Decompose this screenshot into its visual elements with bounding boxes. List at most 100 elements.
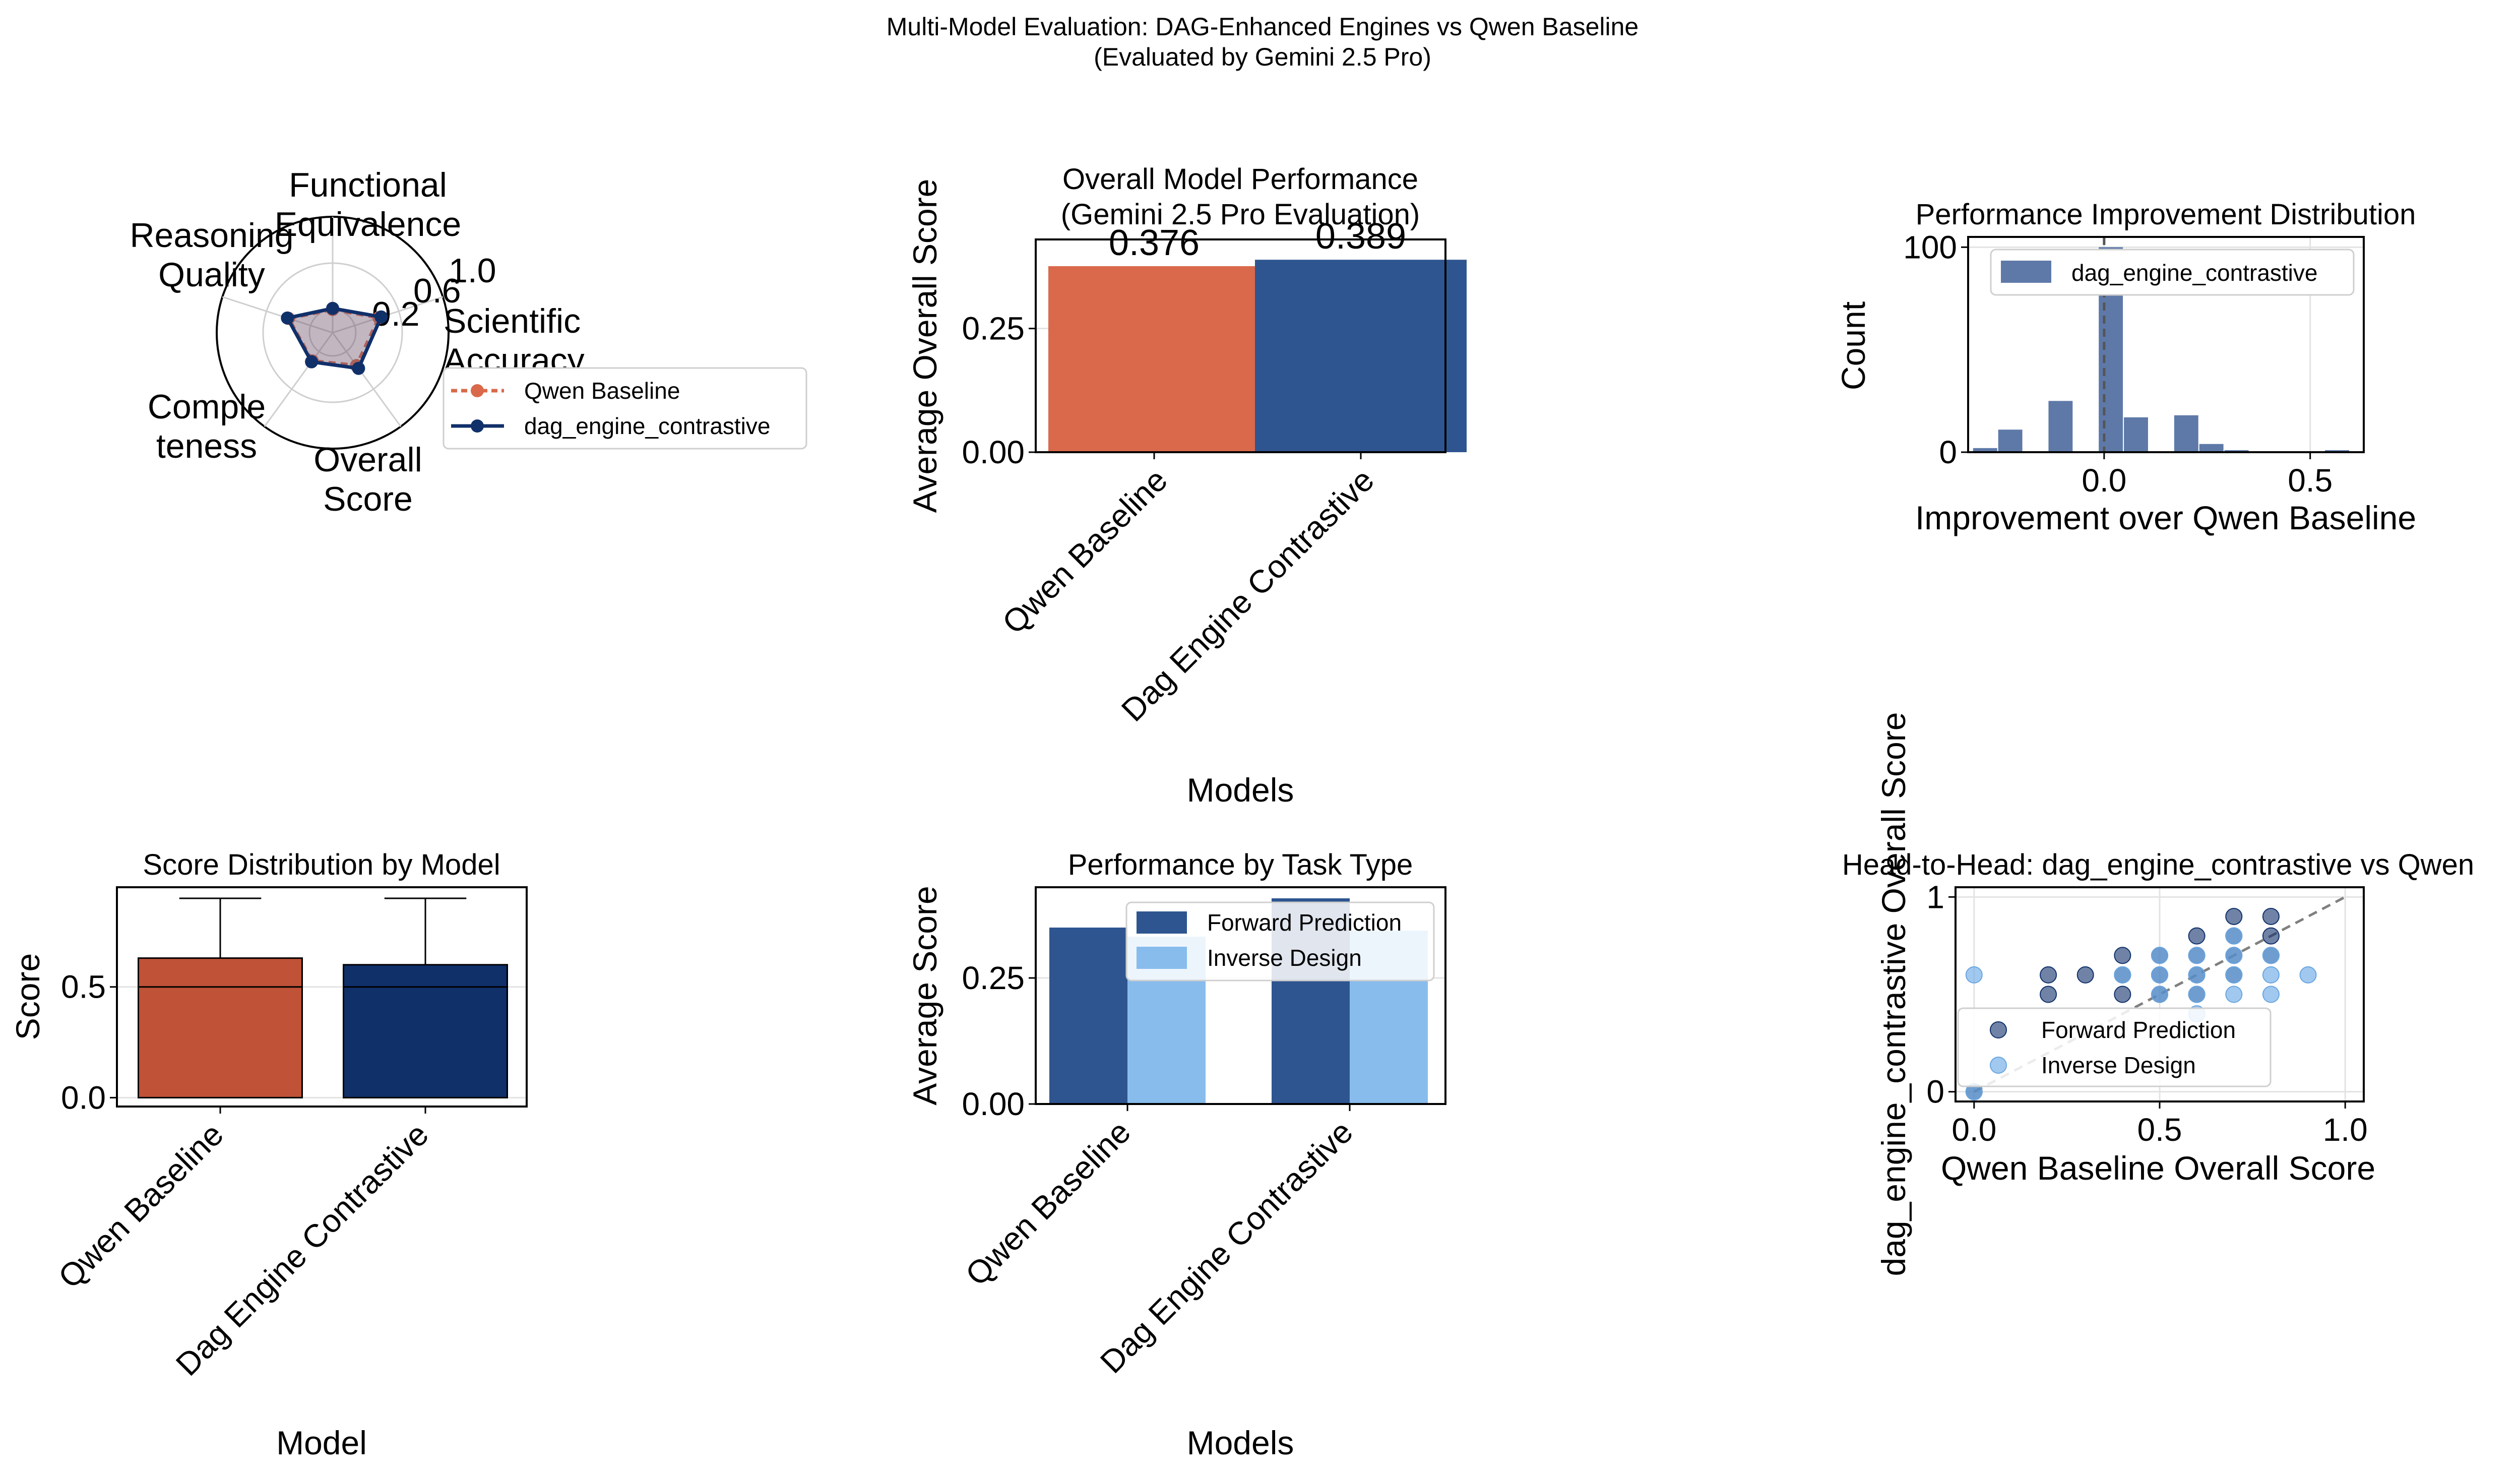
radar-series-point: [281, 311, 294, 325]
bar-value-label: 0.376: [1109, 223, 1200, 263]
x-category-label: Qwen Baseline: [995, 462, 1174, 641]
x-tick-label: 0.5: [2288, 462, 2333, 499]
y-tick-label: 0.5: [61, 969, 106, 1005]
plot-frame: [1035, 886, 1446, 1105]
radar-axis-label: Reasoning: [130, 216, 293, 255]
legend-box: [1957, 1007, 2272, 1087]
radar-axis-label: Score: [323, 480, 413, 518]
x-tick-label: 0.0: [2082, 462, 2126, 499]
radar-spoke: [264, 332, 334, 427]
scatter-point: [2225, 927, 2243, 945]
legend-label: dag_engine_contrastive: [2071, 260, 2317, 286]
y-tick-label: 0.00: [962, 1086, 1025, 1122]
scatter-point: [2151, 966, 2168, 984]
histogram-bar: [2048, 401, 2073, 452]
diagonal-reference-line: [1973, 896, 2346, 1093]
y-tick-label: 0: [1926, 1074, 1944, 1110]
x-category-label: Dag Engine Contrastive: [1093, 1114, 1360, 1380]
scatter-point: [2225, 907, 2243, 925]
radar-series-point: [374, 310, 388, 324]
radar-axis-label: Comple: [148, 388, 266, 426]
head-to-head-panel: 0.0 0.5 1.0 0 1 Forward Prediction Inverse Des…: [1842, 712, 2474, 1276]
scatter-point: [2262, 947, 2280, 964]
histogram-bar: [2325, 450, 2350, 452]
scatter-point: [2225, 966, 2243, 984]
scatter-point: [2225, 947, 2243, 964]
x-axis-label: Qwen Baseline Overall Score: [1941, 1149, 2375, 1187]
legend-swatch: [2001, 261, 2051, 283]
radar-spoke: [332, 332, 402, 427]
radar-legend-marker: [471, 384, 484, 397]
x-tick-label: 0.0: [1951, 1112, 1996, 1148]
box: [138, 957, 303, 1098]
chart-title: Overall Model Performance: [1062, 163, 1418, 196]
legend-label: Forward Prediction: [1207, 909, 1402, 936]
bar: [1049, 928, 1127, 1104]
chart-title: Head-to-Head: dag_engine_contrastive vs …: [1842, 848, 2474, 881]
radar-chart-panel: 0.20.61.0FunctionalEquivalenceScientific…: [130, 166, 807, 518]
scatter-point: [2188, 966, 2206, 984]
radar-spoke: [222, 296, 333, 334]
x-axis-label: Improvement over Qwen Baseline: [1915, 499, 2416, 536]
radar-axis-label: Equivalence: [275, 205, 461, 243]
scatter-point: [2114, 986, 2131, 1003]
scatter-point: [2188, 927, 2206, 945]
figure-title-line2: (Evaluated by Gemini 2.5 Pro): [1094, 43, 1431, 71]
radar-series-point: [326, 301, 339, 315]
radar-axis-label: Functional: [289, 166, 447, 204]
radar-r-tick-label: 1.0: [449, 252, 496, 290]
scatter-point: [2262, 927, 2280, 945]
y-tick-label: 100: [1903, 229, 1957, 265]
scatter-point: [2299, 966, 2317, 984]
scatter-point: [1965, 966, 1983, 984]
histogram-bar: [2224, 450, 2249, 452]
radar-axis-label: Scientific: [444, 302, 581, 340]
radar-axis-label: Quality: [158, 256, 265, 294]
chart-subtitle: (Gemini 2.5 Pro Evaluation): [1061, 198, 1420, 231]
improvement-distribution-panel: 0.0 0.5 0 100 dag_engine_contrastive Performa…: [1835, 198, 2416, 536]
bar: [1048, 266, 1260, 452]
scatter-point: [2188, 986, 2206, 1003]
x-axis-label: Model: [276, 1424, 367, 1461]
y-axis-label: dag_engine_contrastive Overall Score: [1875, 712, 1912, 1276]
plot-frame: [116, 886, 528, 1108]
legend-box: [1125, 901, 1435, 982]
scatter-point: [2151, 947, 2168, 964]
radar-series-point: [305, 355, 319, 369]
y-axis-label: Score: [9, 953, 46, 1040]
chart-title: Performance by Task Type: [1068, 848, 1413, 881]
scatter-point: [2262, 986, 2280, 1003]
scatter-point: [2151, 986, 2168, 1003]
radar-legend-box: [443, 367, 807, 450]
scatter-point: [2188, 947, 2206, 964]
chart-title: Performance Improvement Distribution: [1916, 198, 2416, 231]
x-axis-label: Models: [1187, 1424, 1294, 1461]
bar-value-label: 0.389: [1315, 216, 1406, 257]
plot-frame: [1955, 886, 2365, 1102]
figure-title-line1: Multi-Model Evaluation: DAG-Enhanced Eng…: [887, 13, 1639, 41]
chart-title: Score Distribution by Model: [143, 848, 500, 881]
y-tick-label: 1: [1926, 879, 1944, 915]
legend-marker: [1990, 1057, 2007, 1074]
bar: [1255, 260, 1467, 452]
legend-marker: [1990, 1021, 2007, 1038]
radar-r-tick-label: 0.6: [413, 272, 461, 310]
plot-frame: [1967, 236, 2365, 453]
y-axis-label: Count: [1835, 301, 1872, 390]
x-tick-label: 0.5: [2137, 1112, 2182, 1148]
radar-axis-label: Overall: [313, 441, 422, 479]
histogram-bar: [2199, 444, 2224, 452]
x-tick-label: 1.0: [2323, 1112, 2368, 1148]
scatter-point: [2114, 966, 2131, 984]
scatter-point: [2076, 966, 2094, 984]
radar-legend-marker: [471, 419, 484, 433]
legend-label: Inverse Design: [1207, 945, 1362, 971]
radar-spoke: [332, 296, 444, 334]
radar-legend-label: dag_engine_contrastive: [524, 413, 770, 439]
histogram-bar: [1973, 448, 1997, 452]
radar-axis-label: teness: [156, 427, 257, 465]
